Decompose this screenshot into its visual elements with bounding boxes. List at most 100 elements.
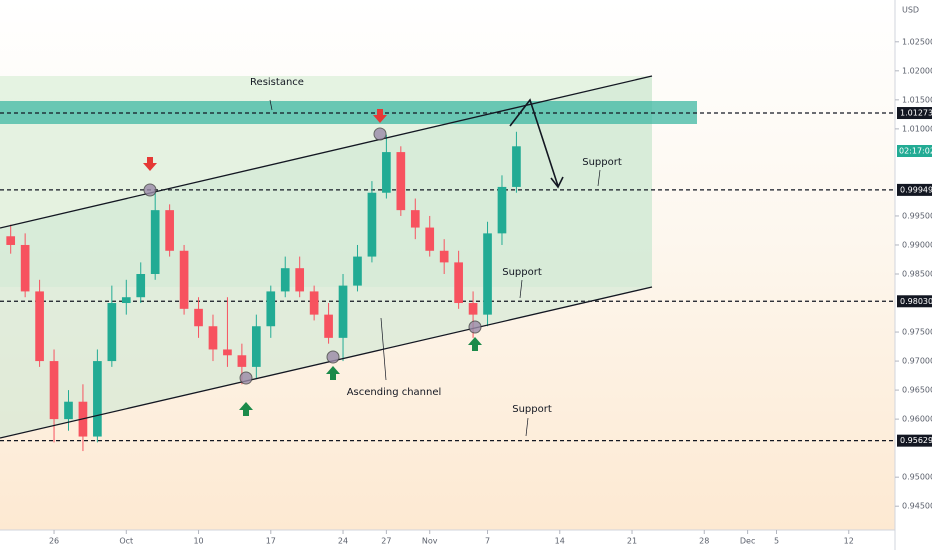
candle-body [194,308,203,327]
annotation: Resistance [250,77,304,88]
candle-body [266,291,276,327]
candle-body [150,210,160,274]
drawings: Resistance Support Support Support Ascen… [0,75,653,439]
y-tick-label: 0.96500 [902,386,932,395]
down-arrow [143,157,157,171]
candle-body [93,361,102,437]
level-label: 0.98030 [900,297,932,306]
x-tick-label: 27 [381,537,391,546]
candle-body [396,152,406,211]
candle-body [179,250,189,309]
channel-fill [0,76,652,438]
candle-body [439,250,449,263]
price-badge [897,145,932,157]
candle-body [382,152,391,193]
countdown: 02:17:02 [899,147,932,156]
annotation: Support [502,267,542,278]
level-badge [897,434,932,447]
down-arrow [373,109,387,123]
x-tick-label: 5 [774,537,779,546]
channel-lower [0,286,653,439]
touch-circle [468,320,482,334]
candle-body [483,233,492,315]
candle-body [64,401,73,420]
annotation: Support [582,157,622,168]
up-arrow [468,337,482,351]
x-tick-label: 26 [49,537,59,546]
level-label: 0.95629 [900,436,932,445]
x-tick-label: Dec [740,537,755,546]
level-label: 0.99949 [900,185,932,194]
pointer [597,169,601,187]
candle-body [512,146,521,187]
y-tick-label: 0.94500 [902,502,932,511]
touch-circle [373,127,387,141]
projection-path [509,98,559,187]
x-tick-label: 24 [338,537,348,546]
x-tick-label: 28 [699,537,709,546]
x-tick-label: 14 [555,537,565,546]
projection-arrowhead [550,176,564,189]
y-tick-label: 0.99500 [902,211,932,220]
y-tick-label: 0.95000 [902,473,932,482]
up-arrow [326,366,340,380]
y-tick-label: 1.01000 [902,124,932,133]
annotation: Ascending channel [347,387,442,398]
candle-body [136,273,146,298]
y-tick-label: 0.99000 [902,240,932,249]
y-tick-label: 0.96000 [902,415,932,424]
channel-upper [0,75,653,229]
touch-circle [239,371,253,385]
candle-body [121,297,131,304]
resistance-zone [0,101,697,124]
candle-body [497,186,507,234]
y-tick-label: 1.01500 [902,95,932,104]
level-badge [897,183,932,196]
candle-body [208,326,218,350]
y-tick-label: 0.97000 [902,357,932,366]
candle-body [338,285,348,338]
pointer [380,317,387,381]
candle-body [280,268,290,292]
candle-body [107,303,117,362]
pointer [525,417,529,437]
touch-circle [326,350,340,364]
pointer [269,99,273,111]
y-tick-label: 0.98500 [902,269,932,278]
level-badge [897,107,932,120]
level-badge [897,295,932,308]
x-tick-label: Nov [422,537,438,546]
y-tick-label: 1.02500 [902,37,932,46]
up-arrow [239,402,253,416]
plot-area [0,0,895,530]
x-tick-label: 21 [627,537,637,546]
pointer [519,279,523,299]
y-tick-label: 1.02000 [902,66,932,75]
x-tick-label: 10 [193,537,203,546]
candle-body [353,256,362,286]
candle-body [35,291,44,362]
candle-body [309,291,319,315]
currency: USD [902,6,919,15]
candle-body [410,210,420,228]
level-label: 1.01273 [900,109,932,118]
annotation: Support [512,404,552,415]
candle-body [251,326,261,367]
x-tick-label: 7 [485,537,490,546]
y-tick-label: 0.97500 [902,328,932,337]
candle-body [295,268,305,292]
candle-body [468,303,478,315]
candle-body [237,355,247,367]
candle-body [165,210,174,251]
x-tick-label: 12 [844,537,854,546]
candle-body [49,361,59,420]
candle-body [6,236,16,245]
candle-body [367,192,377,257]
candle-body [454,262,463,304]
x-tick-label: Oct [119,537,133,546]
candle-body [20,244,30,292]
price-axis [895,0,932,550]
x-tick-label: 17 [266,537,276,546]
